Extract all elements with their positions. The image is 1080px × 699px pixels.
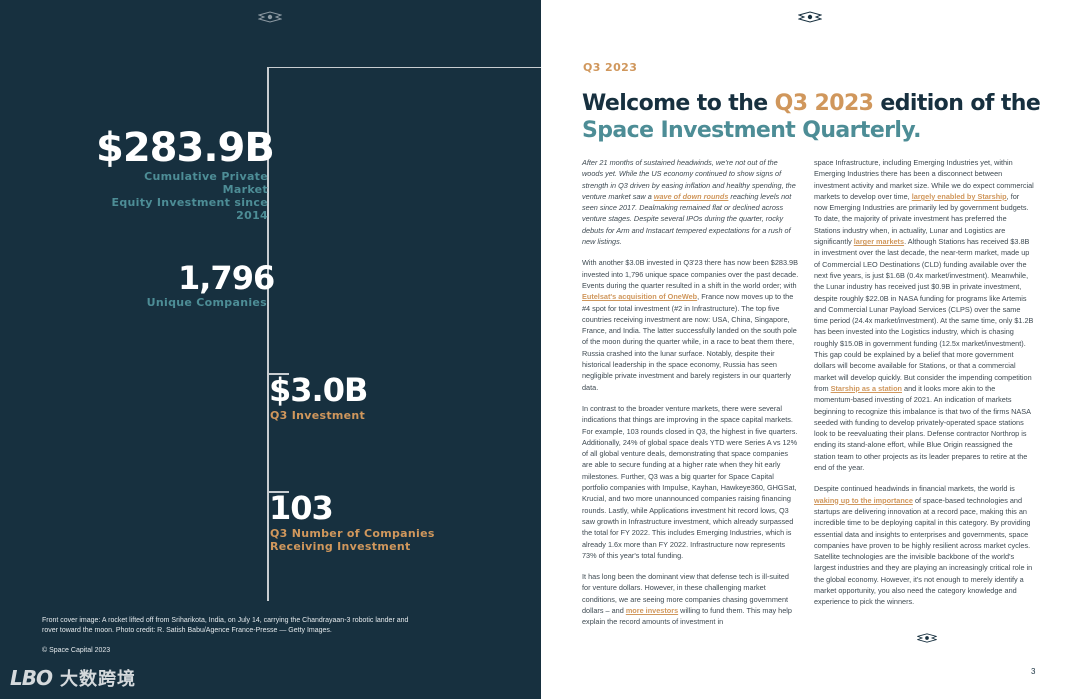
- body-paragraph: With another $3.0B invested in Q3'23 the…: [582, 258, 799, 392]
- left-panel: [0, 0, 541, 699]
- watermark-text: 大数跨境: [60, 669, 136, 690]
- body-paragraph: space Infrastructure, including Emerging…: [814, 158, 1034, 473]
- stat-total-investment-label: Cumulative Private Market Equity Investm…: [111, 170, 268, 222]
- stat-total-investment-value: $283.9B: [96, 125, 275, 171]
- link-down-rounds[interactable]: wave of down rounds: [653, 191, 729, 201]
- body-paragraph: In contrast to the broader venture marke…: [582, 403, 798, 560]
- link-eutelsat-oneweb[interactable]: Eutelsat's acquisition of OneWeb: [582, 292, 698, 302]
- copyright: © Space Capital 2023: [42, 647, 111, 654]
- stat-q3-investment-label: Q3 Investment: [270, 409, 366, 422]
- connector-line: [267, 67, 269, 601]
- bracket-tick: [267, 373, 289, 375]
- page-number: 3: [1031, 667, 1036, 676]
- emblem-icon: [258, 11, 282, 23]
- emblem-icon: [798, 11, 822, 23]
- kicker-label: Q3 2023: [583, 61, 638, 74]
- right-panel: [541, 0, 1080, 699]
- stat-q3-companies-label: Q3 Number of Companies Receiving Investm…: [270, 527, 435, 553]
- stat-unique-companies-label: Unique Companies: [146, 296, 267, 309]
- watermark: LBO 大数跨境: [10, 664, 136, 692]
- article-column-2: space Infrastructure, including Emerging…: [814, 157, 1034, 618]
- body-paragraph: Despite continued headwinds in financial…: [814, 484, 1033, 607]
- stat-unique-companies-value: 1,796: [178, 259, 275, 297]
- page-title: Welcome to the Q3 2023 edition of the Sp…: [582, 91, 1041, 143]
- link-waking-up[interactable]: waking up to the importance: [814, 495, 913, 505]
- stat-q3-investment-value: $3.0B: [269, 371, 368, 409]
- connector-line-horizontal: [267, 67, 573, 68]
- bracket-tick: [267, 491, 289, 493]
- link-starship-station[interactable]: Starship as a station: [830, 383, 902, 393]
- watermark-logo: LBO: [10, 666, 53, 690]
- stat-q3-companies-value: 103: [269, 489, 334, 527]
- divider-emblem-icon: [916, 628, 938, 643]
- intro-paragraph: After 21 months of sustained headwinds, …: [582, 158, 796, 247]
- cover-image-caption: Front cover image: A rocket lifted off f…: [42, 617, 409, 634]
- link-starship[interactable]: largely enabled by Starship: [911, 191, 1007, 201]
- body-paragraph: It has long been the dominant view that …: [582, 572, 792, 627]
- article-column-1: After 21 months of sustained headwinds, …: [582, 157, 799, 638]
- link-larger-markets[interactable]: larger markets: [853, 237, 905, 247]
- link-more-investors[interactable]: more investors: [625, 605, 679, 615]
